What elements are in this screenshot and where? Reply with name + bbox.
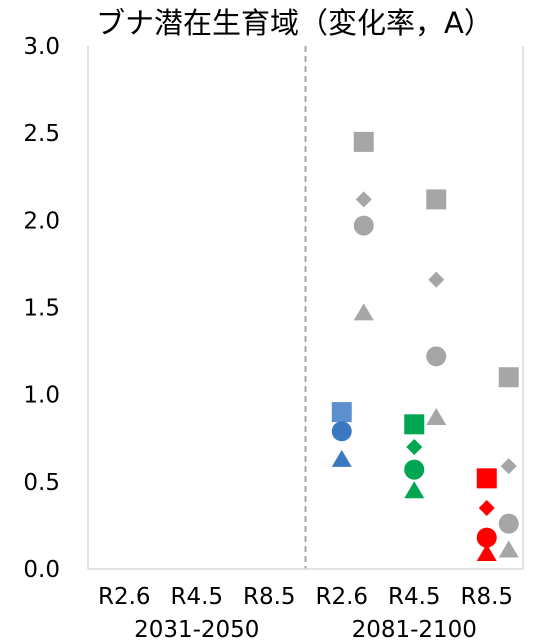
green-circle-marker (404, 459, 425, 480)
marks-layer (331, 131, 519, 561)
period-label: 2031-2050 (134, 617, 259, 643)
y-tick-label: 2.0 (23, 208, 60, 234)
period-label: 2081-2100 (352, 617, 477, 643)
y-tick-label: 0.5 (23, 470, 60, 496)
gray-diamond-marker (355, 191, 372, 208)
x-tick-label: R4.5 (388, 584, 441, 610)
red-square-marker (476, 468, 497, 489)
x-tick-label: R8.5 (243, 584, 296, 610)
green-triangle-marker (404, 481, 425, 499)
y-tick-label: 1.5 (23, 296, 60, 322)
y-tick-label: 0.0 (23, 557, 60, 583)
gray-circle-marker (353, 215, 374, 236)
green-diamond-marker (406, 438, 423, 455)
x-tick-label: R8.5 (460, 584, 513, 610)
gray-diamond-marker (500, 458, 517, 475)
blue-triangle-marker (331, 449, 352, 467)
green-square-marker (404, 414, 425, 435)
x-tick-label: R4.5 (170, 584, 223, 610)
y-tick-label: 2.5 (23, 121, 60, 147)
x-tick-label: R2.6 (315, 584, 368, 610)
label-layer: 0.0 0.5 1.0 1.5 2.0 2.5 3.0 R2.6 R4.5 R8.5 R2.6 R4.… (23, 34, 513, 643)
gray-square-marker (353, 131, 374, 152)
gray-square-marker (498, 367, 519, 388)
x-tick-label: R2.6 (98, 584, 151, 610)
red-triangle-marker (476, 543, 497, 561)
gray-circle-marker (426, 346, 447, 367)
gray-triangle-marker (426, 407, 447, 425)
gray-square-marker (426, 189, 447, 210)
y-tick-label: 3.0 (23, 34, 60, 60)
blue_square-square-marker (331, 402, 352, 423)
gray-triangle-marker (353, 303, 374, 321)
red-circle-marker (476, 527, 497, 548)
chart-title: ブナ潜在生育域（変化率，A） (96, 6, 493, 40)
red-diamond-marker (478, 499, 495, 516)
blue-circle-marker (331, 421, 352, 442)
grid-layer (87, 46, 524, 569)
gray-circle-marker (498, 513, 519, 534)
y-tick-label: 1.0 (23, 383, 60, 409)
gray-diamond-marker (428, 271, 445, 288)
gray-triangle-marker (498, 540, 519, 558)
